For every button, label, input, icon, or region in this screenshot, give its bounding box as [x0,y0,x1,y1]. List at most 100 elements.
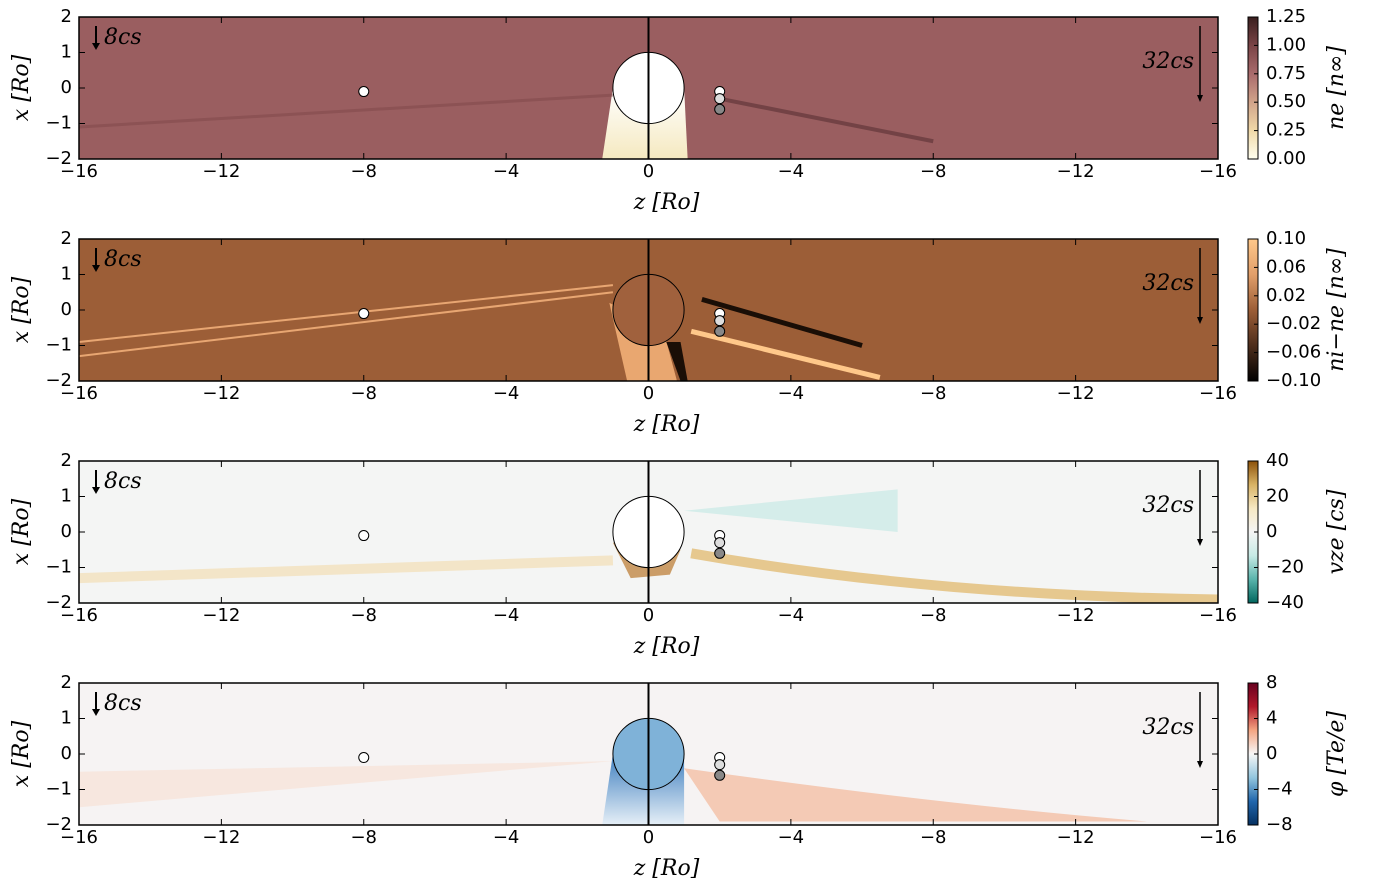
x-tick-label: −8 [350,383,377,404]
probe-point [358,86,370,98]
probe-point [714,103,726,115]
y-tick-label: 1 [61,264,72,285]
annotation: 32cs [1142,715,1194,740]
colorbar [1247,238,1259,382]
x-tick-label: −4 [778,827,805,848]
y-tick-label: 1 [61,486,72,507]
wake-region [79,761,613,808]
y-tick-label: 0 [61,77,72,98]
colorbar-tick-label: 40 [1266,450,1289,471]
y-tick-label: −1 [45,113,72,134]
x-tick-label: −8 [350,161,377,182]
arrow-head [1197,95,1203,102]
probe-point [714,93,726,105]
x-tick-label: −16 [60,827,98,848]
arrow-head [92,265,100,272]
x-tick-label: 0 [643,383,654,404]
y-tick-label: −1 [45,335,72,356]
colorbar-tick-label: −40 [1266,592,1304,613]
x-tick-label: −12 [202,383,240,404]
colorbar-tick-label: −0.02 [1266,313,1321,334]
y-axis-label: x [Ro] [9,276,34,343]
probe-point [358,308,370,320]
x-axis-label: z [Ro] [633,190,700,215]
wake-streak [79,284,614,343]
wake-streak [690,548,1218,603]
wake-streak [719,96,934,144]
colorbar-tick-label: −8 [1266,814,1293,835]
y-tick-label: 1 [61,708,72,729]
heatmap-features [79,51,934,159]
y-tick-label: 0 [61,743,72,764]
wake-region [684,489,898,532]
wake-streak [701,296,863,348]
colorbar-tick-label: 0.02 [1266,285,1306,306]
x-tick-label: −8 [920,827,947,848]
colorbar-tick-label: 0.50 [1266,91,1306,112]
colorbar-tick-label: 0.06 [1266,256,1306,277]
colorbar-tick-label: 20 [1266,486,1289,507]
probe-point [714,547,726,559]
colorbar-tick-label: 0 [1266,743,1277,764]
annotation: 32cs [1142,271,1194,296]
colorbar-tick-label: 0 [1266,521,1277,542]
x-tick-label: −4 [493,605,520,626]
x-axis-label: z [Ro] [633,412,700,437]
x-tick-label: −4 [493,383,520,404]
x-tick-label: −4 [493,161,520,182]
annotation: 8cs [104,25,142,50]
annotation: 8cs [104,247,142,272]
colorbar [1247,16,1259,160]
y-tick-label: −2 [45,148,72,169]
colorbar-tick-label: 0.25 [1266,120,1306,141]
x-tick-label: −12 [1057,383,1095,404]
probe-point [358,752,370,764]
y-tick-label: −2 [45,370,72,391]
y-tick-label: 2 [61,450,72,471]
annotation: 8cs [104,469,142,494]
annotation: 8cs [104,691,142,716]
x-tick-label: −4 [778,605,805,626]
x-tick-label: −16 [60,161,98,182]
y-tick-label: −1 [45,779,72,800]
x-tick-label: −12 [1057,605,1095,626]
x-tick-label: −12 [202,161,240,182]
arrow-head [1197,761,1203,768]
colorbar-tick-label: 0.00 [1266,148,1306,169]
arrow-head [1197,317,1203,324]
colorbar-tick-label: 4 [1266,708,1277,729]
y-tick-label: 2 [61,228,72,249]
probe-point [714,759,726,771]
x-tick-label: −8 [350,827,377,848]
y-tick-label: 2 [61,6,72,27]
x-tick-label: −8 [920,605,947,626]
y-tick-label: 2 [61,672,72,693]
arrow-head [92,43,100,50]
probe-point [714,537,726,549]
y-axis-label: x [Ro] [9,720,34,787]
wake-streak [79,291,614,358]
probe-point [358,530,370,542]
colorbar-tick-label: 1.00 [1266,34,1306,55]
x-tick-label: −16 [1199,605,1237,626]
probe-point [714,325,726,337]
x-axis-label: z [Ro] [633,634,700,659]
x-tick-label: −12 [202,605,240,626]
x-tick-label: 0 [643,827,654,848]
annotation: 32cs [1142,493,1194,518]
x-tick-label: −16 [1199,161,1237,182]
x-tick-label: −4 [778,161,805,182]
colorbar-label: vze [cs] [1324,489,1349,574]
y-tick-label: 0 [61,521,72,542]
x-tick-label: −16 [1199,383,1237,404]
probe-point [714,315,726,327]
colorbar-tick-label: 8 [1266,672,1277,693]
colorbar-tick-label: −20 [1266,557,1304,578]
x-tick-label: −16 [60,383,98,404]
x-tick-label: −8 [920,161,947,182]
x-axis-label: z [Ro] [633,856,700,881]
colorbar-tick-label: 1.25 [1266,6,1306,27]
arrow-head [92,709,100,716]
x-tick-label: −8 [350,605,377,626]
